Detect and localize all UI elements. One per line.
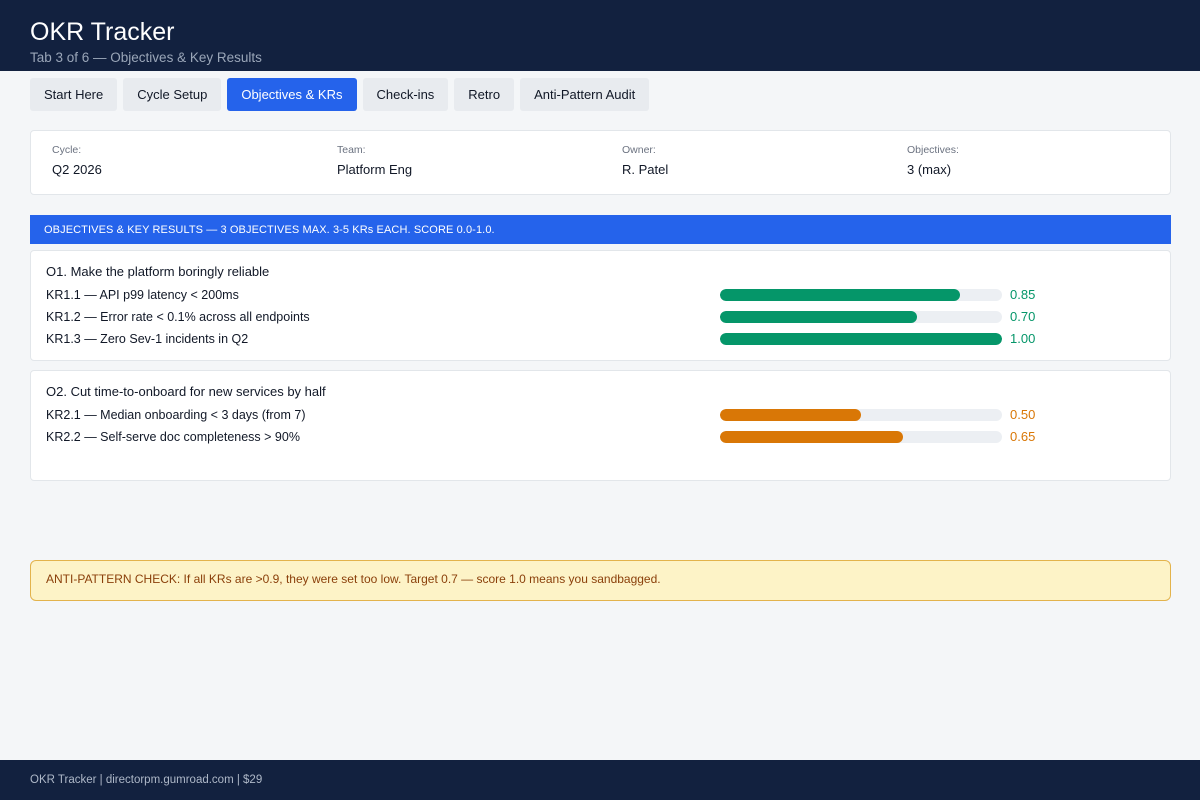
kr-progress-fill [720, 311, 918, 323]
tab-bar: Start Here Cycle Setup Objectives & KRs … [30, 78, 650, 111]
kr-row: KR1.1 — API p99 latency < 200ms 0.85 [46, 286, 1156, 304]
cycle-value: Q2 2026 [52, 162, 102, 177]
objective-card-1: O1. Make the platform boringly reliable … [30, 250, 1171, 361]
kr-row: KR2.1 — Median onboarding < 3 days (from… [46, 406, 1156, 424]
objectives-count-label: Objectives: [907, 144, 959, 156]
tab-retro[interactable]: Retro [454, 78, 515, 111]
kr-label: KR2.2 — Self-serve doc completeness > 90… [46, 430, 300, 444]
objectives-count-field: Objectives: 3 (max) [907, 143, 959, 178]
kr-row: KR1.3 — Zero Sev-1 incidents in Q2 1.00 [46, 330, 1156, 348]
owner-value: R. Patel [622, 162, 669, 177]
footer: OKR Tracker | directorpm.gumroad.com | $… [0, 760, 1200, 800]
kr-row: KR2.2 — Self-serve doc completeness > 90… [46, 428, 1156, 446]
kr-progress-fill [720, 431, 904, 443]
kr-score: 1.00 [1010, 331, 1036, 346]
kr-label: KR1.3 — Zero Sev-1 incidents in Q2 [46, 332, 249, 346]
kr-progress-track [720, 289, 1002, 301]
kr-label: KR1.2 — Error rate < 0.1% across all end… [46, 310, 310, 324]
cycle-label: Cycle: [52, 144, 82, 156]
kr-progress-fill [720, 289, 960, 301]
team-field: Team: Platform Eng [337, 143, 412, 178]
team-value: Platform Eng [337, 162, 413, 177]
objective-card-2: O2. Cut time-to-onboard for new services… [30, 370, 1171, 481]
kr-score: 0.70 [1010, 309, 1036, 324]
tab-cycle-setup[interactable]: Cycle Setup [123, 78, 222, 111]
section-heading-bar: OBJECTIVES & KEY RESULTS — 3 OBJECTIVES … [30, 215, 1171, 244]
kr-label: KR2.1 — Median onboarding < 3 days (from… [46, 408, 306, 422]
kr-progress-track [720, 311, 1002, 323]
kr-progress-track [720, 431, 1002, 443]
app-subtitle: Tab 3 of 6 — Objectives & Key Results [30, 50, 262, 65]
tab-objectives-krs[interactable]: Objectives & KRs [227, 78, 357, 111]
kr-progress-fill [720, 409, 861, 421]
kr-progress-fill [720, 333, 1002, 345]
owner-field: Owner: R. Patel [622, 143, 668, 178]
objective-title: O2. Cut time-to-onboard for new services… [46, 384, 326, 399]
kr-row: KR1.2 — Error rate < 0.1% across all end… [46, 308, 1156, 326]
app-title: OKR Tracker [30, 18, 175, 46]
app-header: OKR Tracker Tab 3 of 6 — Objectives & Ke… [0, 0, 1200, 71]
kr-progress-track [720, 333, 1002, 345]
objectives-count-value: 3 (max) [907, 162, 952, 177]
cycle-info-card: Cycle: Q2 2026 Team: Platform Eng Owner:… [30, 130, 1171, 195]
tab-check-ins[interactable]: Check-ins [362, 78, 449, 111]
tab-start-here[interactable]: Start Here [30, 78, 118, 111]
kr-score: 0.50 [1010, 407, 1036, 422]
cycle-field: Cycle: Q2 2026 [52, 143, 102, 178]
kr-score: 0.85 [1010, 287, 1036, 302]
team-label: Team: [337, 144, 366, 156]
tab-anti-pattern-audit[interactable]: Anti-Pattern Audit [520, 78, 650, 111]
kr-label: KR1.1 — API p99 latency < 200ms [46, 288, 239, 302]
owner-label: Owner: [622, 144, 656, 156]
objective-title: O1. Make the platform boringly reliable [46, 264, 270, 279]
kr-score: 0.65 [1010, 429, 1036, 444]
kr-progress-track [720, 409, 1002, 421]
anti-pattern-alert: ANTI-PATTERN CHECK: If all KRs are >0.9,… [30, 560, 1171, 601]
